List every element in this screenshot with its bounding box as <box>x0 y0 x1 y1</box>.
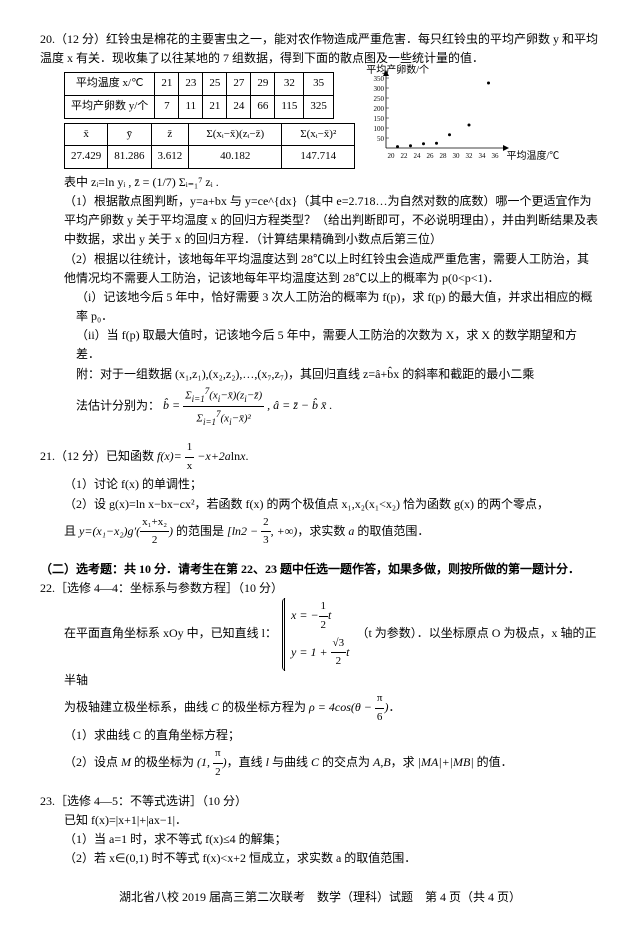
q22-body2: 为极轴建立极坐标系，曲线 C 的极坐标方程为 ρ = 4cos(θ − π6)． <box>40 690 600 726</box>
t1-r2c0: 平均产卵数 y/个 <box>65 95 155 118</box>
t1-r1c0: 平均温度 x/℃ <box>65 73 155 96</box>
q22-body1: 在平面直角坐标系 xOy 中，已知直线 l： x = −12t y = 1 + … <box>40 598 600 690</box>
svg-text:36: 36 <box>492 152 500 160</box>
q21-p1: （1）讨论 f(x) 的单调性； <box>40 475 600 494</box>
svg-text:30: 30 <box>453 152 461 160</box>
svg-text:20: 20 <box>388 152 396 160</box>
section2-head: （二）选考题：共 10 分．请考生在第 22、23 题中任选一题作答，如果多做，… <box>40 560 600 579</box>
q20-tables-chart: 平均温度 x/℃ 21 23 25 27 29 32 35 平均产卵数 y/个 … <box>40 68 600 172</box>
q20-scatter-chart: 平均产卵数/个 35030025020015010050 20222426283… <box>361 68 511 163</box>
q20-p2i: （i）记该地今后 5 年中，恰好需要 3 次人工防治的概率为 f(p)，求 f(… <box>40 288 600 326</box>
svg-text:100: 100 <box>374 125 385 133</box>
svg-text:150: 150 <box>374 115 385 123</box>
scatter-svg: 35030025020015010050 202224262830323436 <box>361 68 511 163</box>
q22: 22.［选修 4—4：坐标系与参数方程］（10 分） 在平面直角坐标系 xOy … <box>40 579 600 781</box>
q22-system: x = −12t y = 1 + √32t <box>284 598 349 670</box>
svg-text:24: 24 <box>414 152 422 160</box>
q21-p2b: 且 y=(x₁−x₂)g′(x₁+x₂2) 的范围是 [ln2 − 23, +∞… <box>40 514 600 550</box>
q22-p2: （2）设点 M 的极坐标为 (1, π2)，直线 l 与曲线 C 的交点为 A,… <box>40 745 600 781</box>
q22-head: 22.［选修 4—4：坐标系与参数方程］（10 分） <box>40 579 600 598</box>
chart-ylabel: 平均产卵数/个 <box>366 63 429 79</box>
q20-note: 表中 zᵢ=ln yᵢ , z̄ = (1/7) Σᵢ₌₁⁷ zᵢ . <box>40 173 600 192</box>
q23-p2: （2）若 x∈(0,1) 时不等式 f(x)<x+2 恒成立，求实数 a 的取值… <box>40 849 600 868</box>
chart-xlabel: 平均温度/℃ <box>506 149 559 165</box>
q20-table2: x̄ ȳ z̄ Σ(xᵢ−x̄)(zᵢ−z̄) Σ(xᵢ−x̄)² 27.429… <box>64 123 355 169</box>
q21-p2: （2）设 g(x)=ln x−bx−cx²，若函数 f(x) 的两个极值点 x₁… <box>40 495 600 514</box>
q20-p2ii: （ii）当 f(p) 取最大值时，记该地今后 5 年中，需要人工防治的次数为 X… <box>40 326 600 364</box>
svg-text:250: 250 <box>374 95 385 103</box>
q23: 23.［选修 4—5：不等式选讲］（10 分） 已知 f(x)=|x+1|+|a… <box>40 792 600 869</box>
q20-table1: 平均温度 x/℃ 21 23 25 27 29 32 35 平均产卵数 y/个 … <box>64 72 334 118</box>
q20-head: 20.（12 分）红铃虫是棉花的主要害虫之一，能对农作物造成严重危害．每只红铃虫… <box>40 30 600 68</box>
q23-body: 已知 f(x)=|x+1|+|ax−1|． <box>40 811 600 830</box>
svg-text:200: 200 <box>374 105 385 113</box>
q20-formula: 法估计分别为： b̂ = Σi=17(xi−x̄)(zi−z̄)Σi=17(xi… <box>40 384 600 429</box>
svg-text:26: 26 <box>427 152 435 160</box>
svg-text:28: 28 <box>440 152 448 160</box>
svg-text:22: 22 <box>401 152 409 160</box>
q23-head: 23.［选修 4—5：不等式选讲］（10 分） <box>40 792 600 811</box>
svg-text:50: 50 <box>377 135 385 143</box>
q20-p2: （2）根据以往统计，该地每年平均温度达到 28℃以上时红铃虫会造成严重危害，需要… <box>40 250 600 288</box>
q21-head: 21.（12 分）已知函数 f(x)= 1x −x+2alnx. <box>40 439 600 475</box>
formula-b-hat: b̂ = Σi=17(xi−x̄)(zi−z̄)Σi=17(xi−x̄)² , … <box>163 398 332 412</box>
svg-text:34: 34 <box>479 152 487 160</box>
q20-tables-wrap: 平均温度 x/℃ 21 23 25 27 29 32 35 平均产卵数 y/个 … <box>64 68 355 172</box>
q20-app: 附：对于一组数据 (x₁,z₁),(x₂,z₂),…,(x₇,z₇)，其回归直线… <box>40 365 600 384</box>
q21: 21.（12 分）已知函数 f(x)= 1x −x+2alnx. （1）讨论 f… <box>40 439 600 550</box>
q20-p1: （1）根据散点图判断，y=a+bx 与 y=ce^{dx}（其中 e=2.718… <box>40 192 600 250</box>
svg-text:32: 32 <box>466 152 474 160</box>
svg-text:300: 300 <box>374 85 385 93</box>
q20: 20.（12 分）红铃虫是棉花的主要害虫之一，能对农作物造成严重危害．每只红铃虫… <box>40 30 600 429</box>
q22-p1: （1）求曲线 C 的直角坐标方程； <box>40 726 600 745</box>
q23-p1: （1）当 a=1 时，求不等式 f(x)≤4 的解集； <box>40 830 600 849</box>
